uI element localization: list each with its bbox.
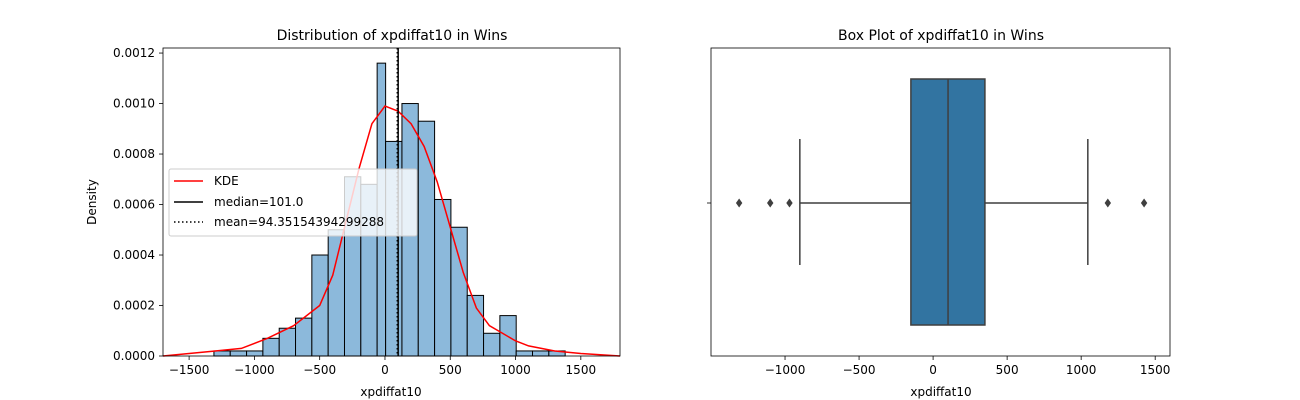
histogram-y-tick-label: 0.0012 — [113, 46, 155, 60]
boxplot-x-tick-label: 1000 — [1066, 363, 1097, 377]
histogram-bar — [246, 350, 264, 357]
histogram-bar — [532, 350, 550, 357]
histogram-x-tick-label: −1500 — [169, 363, 210, 377]
boxplot-panel: Box Plot of xpdiffat10 in Wins −1000 −500… — [707, 28, 1170, 399]
histogram-y-tick-label: 0.0008 — [113, 147, 155, 161]
histogram-bar — [278, 327, 297, 357]
kde-curve — [162, 105, 621, 357]
histogram-bar — [213, 350, 231, 357]
boxplot-axes-frame — [710, 47, 1171, 357]
histogram-x-ticks: −1500 −1000 −500 0 500 1000 1500 — [169, 356, 596, 377]
histogram-title: Distribution of xpdiffat10 in Wins — [277, 28, 508, 44]
histogram-panel: Distribution of xpdiffat10 in Wins −1500… — [85, 28, 621, 399]
histogram-axes-frame — [162, 47, 621, 357]
legend-mean-label: mean=94.35154394299288 — [214, 215, 384, 229]
outlier-point — [735, 198, 743, 208]
boxplot-x-tick-label: −1000 — [765, 363, 806, 377]
histogram-y-axis-label: Density — [85, 179, 99, 225]
outlier-point — [767, 198, 774, 208]
boxplot-x-tick-label: −500 — [843, 363, 876, 377]
histogram-bar — [295, 317, 313, 357]
histogram-bar — [483, 332, 501, 357]
legend-median-label: median=101.0 — [214, 195, 303, 209]
histogram-x-tick-label: 0 — [381, 363, 389, 377]
histogram-y-tick-label: 0.0006 — [113, 198, 155, 212]
outlier-point — [786, 198, 793, 208]
histogram-bar — [262, 337, 280, 357]
histogram-y-tick-label: 0.0000 — [113, 349, 155, 363]
histogram-bar — [515, 350, 534, 357]
histogram-bar — [450, 226, 468, 357]
histogram-x-tick-label: 1000 — [500, 363, 531, 377]
boxplot-x-tick-label: 1500 — [1140, 363, 1171, 377]
histogram-y-ticks: 0.0000 0.0002 0.0004 0.0006 0.0008 0.0010 0.00… — [113, 46, 163, 363]
histogram-x-tick-label: −1000 — [234, 363, 275, 377]
legend: KDE median=101.0 mean=94.35154394299288 — [168, 168, 418, 237]
outlier-point — [1140, 198, 1148, 208]
boxplot-marks — [735, 78, 1148, 326]
histogram-y-tick-label: 0.0004 — [113, 248, 155, 262]
histogram-y-tick-label: 0.0002 — [113, 299, 155, 313]
legend-kde-label: KDE — [214, 174, 239, 188]
legend-box — [168, 168, 418, 237]
histogram-y-tick-label: 0.0010 — [113, 97, 155, 111]
histogram-x-axis-label: xpdiffat10 — [360, 385, 421, 399]
histogram-x-tick-label: 1500 — [566, 363, 597, 377]
histogram-bar — [417, 120, 436, 357]
histogram-bar — [229, 350, 248, 357]
boxplot-x-tick-label: 500 — [996, 363, 1019, 377]
boxplot-x-ticks: −1000 −500 0 500 1000 1500 — [765, 356, 1171, 377]
histogram-bar — [327, 229, 345, 357]
histogram-x-tick-label: −500 — [303, 363, 336, 377]
boxplot-x-tick-label: 0 — [929, 363, 937, 377]
outlier-point — [1104, 198, 1112, 208]
histogram-x-tick-label: 500 — [439, 363, 462, 377]
boxplot-title: Box Plot of xpdiffat10 in Wins — [838, 28, 1044, 44]
boxplot-x-axis-label: xpdiffat10 — [910, 385, 971, 399]
